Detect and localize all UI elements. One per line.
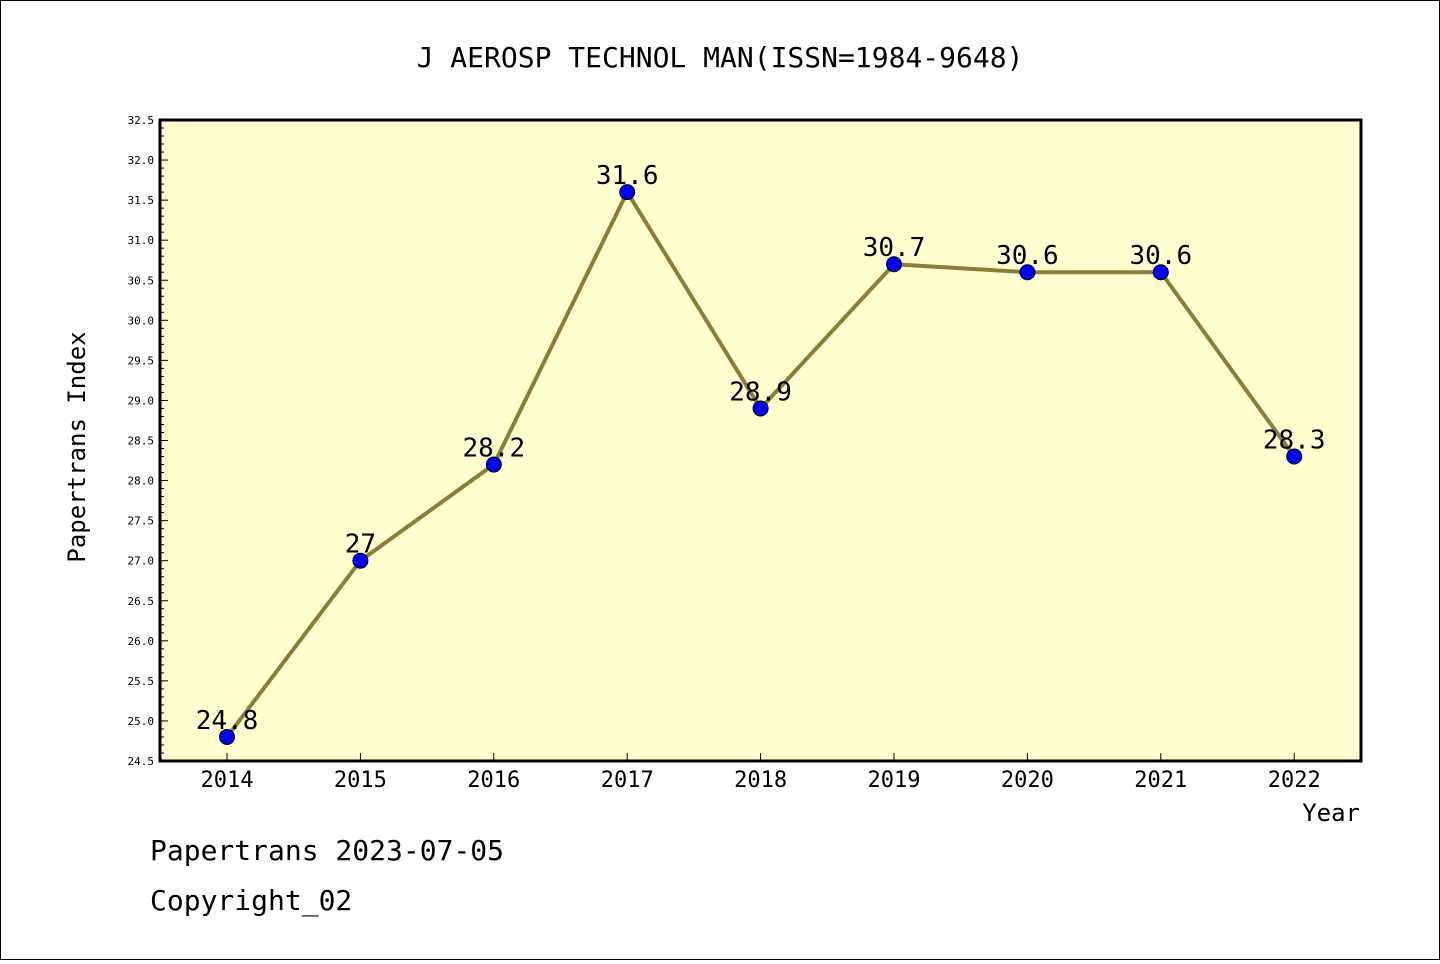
y-tick-label: 29.0 xyxy=(128,394,155,407)
x-tick-label: 2014 xyxy=(201,768,254,793)
x-tick-label: 2019 xyxy=(868,768,921,793)
data-point xyxy=(1152,264,1169,281)
y-axis: 24.5 25.0 25.5 26.0 26.5 27.0 27.5 28.0 28.5 29.0… xyxy=(128,114,168,768)
y-tick-label: 25.0 xyxy=(128,715,155,728)
data-markers xyxy=(219,184,1303,745)
y-tick-label: 30.0 xyxy=(128,314,155,327)
data-label: 30.6 xyxy=(996,241,1059,271)
y-tick-label: 29.5 xyxy=(128,354,155,367)
data-point xyxy=(219,728,235,745)
data-point xyxy=(619,184,636,201)
x-axis-label: Year xyxy=(1302,799,1360,827)
x-tick-label: 2016 xyxy=(467,768,520,793)
data-point xyxy=(1286,448,1303,465)
y-tick-label: 25.5 xyxy=(128,675,155,688)
data-label: 28.3 xyxy=(1263,426,1326,456)
x-tick-label: 2018 xyxy=(734,768,787,793)
data-point xyxy=(886,256,902,273)
x-tick-label: 2015 xyxy=(334,768,387,793)
footer-copyright: Copyright_02 xyxy=(150,884,353,917)
footer-date: Papertrans 2023-07-05 xyxy=(150,834,505,867)
y-tick-label: 32.0 xyxy=(128,154,155,167)
y-tick-label: 32.5 xyxy=(128,114,155,127)
x-tick-label: 2017 xyxy=(601,768,654,793)
data-label: 28.9 xyxy=(729,377,792,407)
y-tick-label: 24.5 xyxy=(128,755,155,768)
y-tick-label: 31.0 xyxy=(128,234,155,247)
y-tick-label: 26.0 xyxy=(128,635,155,648)
chart-title: J AEROSP TECHNOL MAN(ISSN=1984-9648) xyxy=(417,41,1024,74)
x-axis: 2014 2015 2016 2017 2018 2019 2020 2021 2022 xyxy=(201,753,1321,793)
data-point xyxy=(752,400,769,417)
y-tick-label: 26.5 xyxy=(128,595,155,608)
y-tick-label: 27.5 xyxy=(128,515,155,528)
data-point xyxy=(352,552,369,569)
y-tick-label: 28.5 xyxy=(128,435,155,448)
data-label: 30.6 xyxy=(1129,241,1192,271)
y-tick-label: 30.5 xyxy=(128,274,155,287)
plot-area xyxy=(158,118,1363,763)
data-label: 30.7 xyxy=(863,233,926,263)
x-tick-label: 2021 xyxy=(1134,768,1187,793)
data-labels: 24.8 27 28.2 31.6 28.9 30.7 30.6 30.6 28.3 xyxy=(196,161,1326,736)
y-tick-label: 27.0 xyxy=(128,555,155,568)
x-tick-label: 2022 xyxy=(1268,768,1321,793)
data-label: 24.8 xyxy=(196,706,259,736)
data-point xyxy=(485,456,502,473)
data-label: 31.6 xyxy=(596,161,659,191)
y-tick-label: 28.0 xyxy=(128,475,155,488)
data-label: 27 xyxy=(345,530,376,560)
y-tick-label: 31.5 xyxy=(128,194,155,207)
y-axis-label: Papertrans Index xyxy=(63,331,91,562)
data-point xyxy=(1019,264,1036,281)
x-tick-label: 2020 xyxy=(1001,768,1054,793)
data-label: 28.2 xyxy=(462,434,525,464)
